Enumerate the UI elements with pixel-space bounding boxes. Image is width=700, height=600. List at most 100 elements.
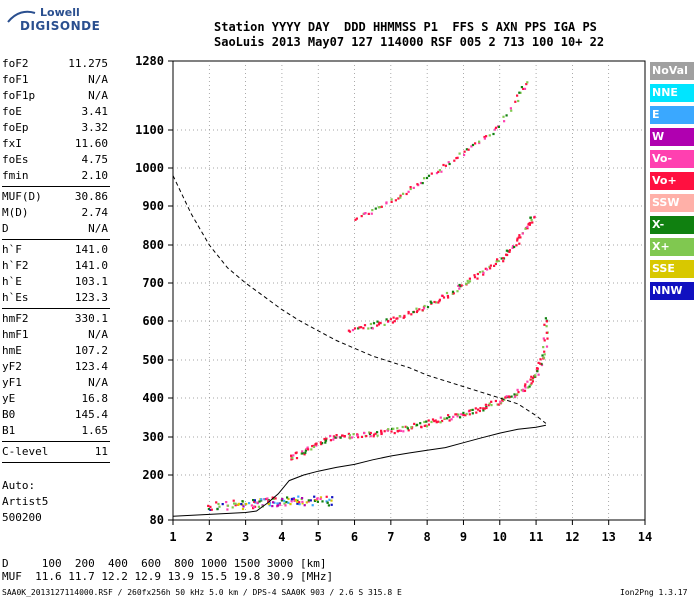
echo-point-f2-trace bbox=[368, 431, 371, 434]
echo-point-2hop-trace bbox=[530, 219, 533, 222]
echo-point-2hop-trace bbox=[362, 327, 365, 330]
echo-point-f2-trace bbox=[310, 448, 313, 451]
echo-point-2hop-trace bbox=[508, 249, 511, 252]
echo-point-es-trace bbox=[248, 502, 251, 505]
echo-point-es-trace bbox=[298, 503, 301, 506]
legend-item-vo-: Vo- bbox=[650, 150, 694, 168]
parameter-name: h`E bbox=[2, 275, 22, 288]
divider bbox=[2, 441, 110, 442]
x-tick-label: 2 bbox=[206, 530, 213, 544]
echo-point-es-trace bbox=[232, 499, 235, 502]
echo-point-2hop-trace bbox=[442, 296, 446, 299]
echo-point-2hop-trace bbox=[410, 313, 413, 316]
echo-point-2hop-trace bbox=[415, 307, 418, 310]
parameter-value: 330.1 bbox=[74, 312, 108, 325]
echo-point-f2-trace bbox=[290, 454, 293, 457]
echo-point-f2-trace bbox=[396, 427, 399, 430]
echo-point-3hop-trace bbox=[399, 196, 402, 199]
parameter-row: hmF1 N/A bbox=[2, 327, 110, 343]
echo-point-2hop-trace bbox=[376, 320, 379, 323]
echo-point-f2-trace bbox=[474, 407, 477, 410]
echo-point-f2-trace bbox=[352, 433, 355, 436]
echo-point-f2-trace bbox=[376, 434, 379, 437]
echo-point-3hop-trace bbox=[354, 218, 357, 221]
echo-point-es-trace bbox=[273, 501, 276, 504]
echo-point-f2-trace bbox=[349, 437, 352, 440]
echo-point-es-trace bbox=[263, 498, 266, 501]
echo-point-2hop-trace bbox=[529, 221, 532, 225]
echo-point-2hop-trace bbox=[516, 237, 519, 240]
echo-point-f2-trace bbox=[459, 416, 462, 419]
echo-point-f2-trace bbox=[434, 419, 437, 422]
parameter-row: D N/A bbox=[2, 221, 110, 237]
echo-point-f2-trace bbox=[536, 370, 539, 373]
echo-point-f2-trace bbox=[545, 331, 548, 334]
legend-item-e: E bbox=[650, 106, 694, 124]
parameter-value: 30.86 bbox=[74, 190, 108, 203]
echo-point-es-trace bbox=[296, 502, 299, 505]
echo-point-f2-trace bbox=[456, 415, 459, 418]
parameter-name: h`Es bbox=[2, 291, 29, 304]
parameter-name: MUF(D) bbox=[2, 190, 42, 203]
echo-point-2hop-trace bbox=[396, 317, 399, 320]
echo-point-2hop-trace bbox=[468, 277, 471, 280]
echo-point-f2-trace bbox=[369, 435, 372, 438]
echo-point-es-trace bbox=[290, 500, 293, 503]
parameter-row: foE 3.41 bbox=[2, 104, 110, 120]
echo-point-es-trace bbox=[285, 501, 288, 504]
echo-point-f2-trace bbox=[425, 425, 429, 428]
echo-point-es-trace bbox=[237, 502, 240, 505]
parameter-row: hmE 107.2 bbox=[2, 343, 110, 359]
echo-point-2hop-trace bbox=[533, 216, 536, 219]
echo-point-2hop-trace bbox=[456, 290, 459, 293]
logo-text-digisonde: DIGISONDE bbox=[20, 19, 101, 33]
echo-point-f2-trace bbox=[380, 432, 383, 436]
parameter-name: B0 bbox=[2, 408, 16, 421]
echo-point-2hop-trace bbox=[459, 285, 462, 288]
muf-row: MUF 11.6 11.7 12.2 12.9 13.9 15.5 19.8 3… bbox=[2, 570, 334, 583]
echo-point-es-trace bbox=[278, 503, 282, 506]
echo-point-es-trace bbox=[271, 505, 274, 508]
echo-point-f2-trace bbox=[324, 441, 327, 444]
echo-point-es-trace bbox=[274, 497, 277, 500]
echo-point-2hop-trace bbox=[489, 267, 492, 270]
echo-point-f2-trace bbox=[324, 439, 328, 442]
echo-point-3hop-trace bbox=[370, 212, 373, 215]
echo-point-2hop-trace bbox=[529, 216, 532, 219]
x-tick-label: 12 bbox=[565, 530, 579, 544]
echo-point-f2-trace bbox=[464, 414, 467, 417]
echo-point-f2-trace bbox=[543, 350, 546, 353]
parameter-name: yF2 bbox=[2, 360, 22, 373]
echo-point-f2-trace bbox=[380, 429, 383, 432]
parameter-name: yF1 bbox=[2, 376, 22, 389]
echo-point-es-trace bbox=[267, 499, 270, 502]
auto-program: Artist5 bbox=[2, 495, 49, 508]
echo-point-es-trace bbox=[226, 504, 230, 507]
echo-point-f2-trace bbox=[376, 431, 379, 434]
legend-item-vo-: Vo+ bbox=[650, 172, 694, 190]
echo-point-es-trace bbox=[283, 499, 286, 502]
echo-point-2hop-trace bbox=[451, 290, 455, 293]
echo-point-es-trace bbox=[218, 505, 221, 508]
echo-point-3hop-trace bbox=[385, 201, 388, 204]
echo-point-2hop-trace bbox=[486, 268, 489, 271]
parameter-group-2: MUF(D) 30.86 M(D) 2.74 D N/A bbox=[2, 189, 110, 237]
echo-point-f2-trace bbox=[543, 339, 546, 342]
echo-point-f2-trace bbox=[545, 345, 549, 348]
echo-point-es-trace bbox=[268, 504, 271, 507]
parameter-value: 3.32 bbox=[81, 121, 109, 134]
divider bbox=[2, 239, 110, 240]
parameter-name: yE bbox=[2, 392, 16, 405]
echo-point-f2-trace bbox=[369, 431, 372, 435]
divider bbox=[2, 308, 110, 309]
echo-point-f2-trace bbox=[419, 422, 422, 425]
echo-point-es-trace bbox=[226, 508, 229, 511]
echo-point-f2-trace bbox=[532, 376, 535, 379]
echo-point-2hop-trace bbox=[446, 294, 449, 298]
echo-point-f2-trace bbox=[471, 408, 474, 411]
echo-point-3hop-trace bbox=[478, 141, 481, 145]
echo-point-es-trace bbox=[241, 500, 244, 503]
echo-point-3hop-trace bbox=[494, 126, 498, 129]
echo-point-2hop-trace bbox=[376, 324, 379, 327]
file-info: SAA0K_2013127114000.RSF / 260fx256h 50 k… bbox=[2, 588, 402, 597]
